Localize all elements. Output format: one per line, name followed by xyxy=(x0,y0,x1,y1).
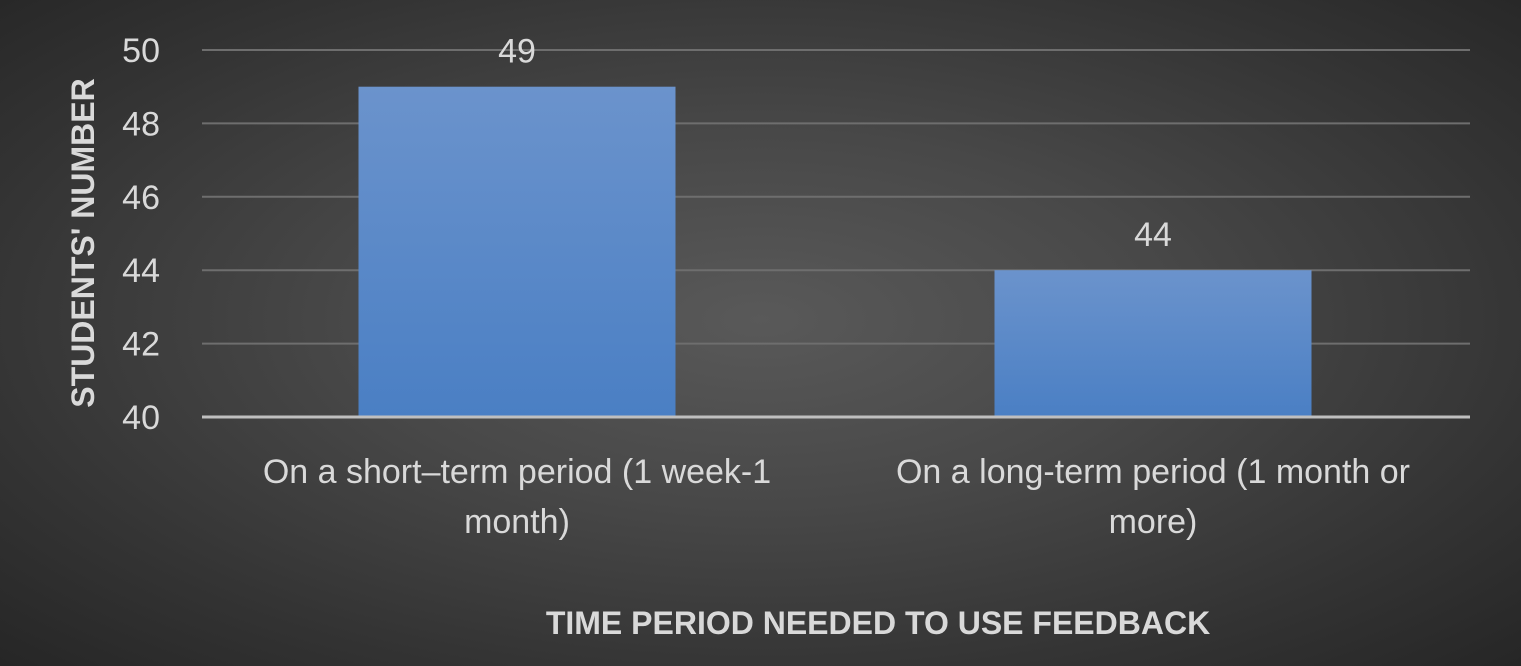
bars xyxy=(358,86,1312,417)
x-axis-category-labels: On a short–term period (1 week-1 month) On… xyxy=(263,453,1410,541)
x-category-label: On a long-term period (1 month or more) xyxy=(896,453,1410,541)
bar xyxy=(358,86,676,417)
y-axis-tick-labels: 40 42 44 46 48 50 xyxy=(122,32,160,437)
data-label: 49 xyxy=(498,33,536,71)
data-label: 44 xyxy=(1134,216,1172,254)
bar xyxy=(994,270,1312,417)
x-axis-title: TIME PERIOD NEEDED TO USE FEEDBACK xyxy=(546,605,1210,641)
y-tick-label: 42 xyxy=(122,326,160,364)
y-tick-label: 44 xyxy=(122,252,160,290)
y-tick-label: 48 xyxy=(122,105,160,143)
y-axis-title: STUDENTS' NUMBER xyxy=(65,78,101,407)
y-tick-label: 40 xyxy=(122,399,160,437)
x-category-label: On a short–term period (1 week-1 month) xyxy=(263,453,771,541)
y-tick-label: 46 xyxy=(122,179,160,217)
y-tick-label: 50 xyxy=(122,32,160,70)
data-labels: 49 44 xyxy=(498,33,1172,254)
